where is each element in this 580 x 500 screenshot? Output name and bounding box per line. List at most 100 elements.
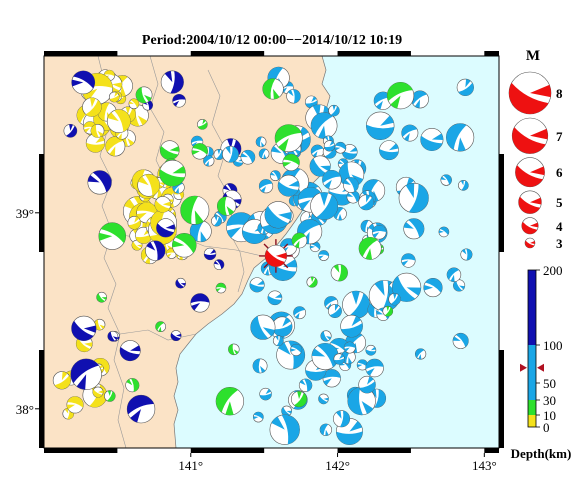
magnitude-legend-item: 7: [511, 117, 563, 154]
depth-tick-label: 200: [543, 263, 563, 278]
earthquake-event: [211, 215, 222, 227]
earthquake-event: [222, 145, 239, 163]
earthquake-event: [342, 290, 371, 319]
earthquake-event: [126, 394, 156, 424]
magnitude-legend-item: 4: [521, 217, 563, 235]
lat-tick-label: 39°: [16, 206, 34, 221]
earthquake-event: [108, 91, 120, 103]
earthquake-event: [291, 232, 308, 249]
earthquake-event: [458, 180, 469, 191]
earthquake-event: [309, 155, 331, 177]
earthquake-event: [154, 196, 172, 213]
earthquake-event: [180, 195, 210, 225]
earthquake-event: [92, 386, 104, 398]
earthquake-event: [104, 390, 116, 402]
earthquake-event: [98, 222, 127, 250]
map-title: Period:2004/10/12 00:00−−2014/10/12 10:1…: [142, 33, 402, 48]
earthquake-event: [267, 290, 283, 306]
earthquake-event: [365, 358, 384, 378]
earthquake-event: [203, 247, 217, 261]
earthquake-event: [366, 111, 395, 140]
earthquake-event: [318, 393, 329, 405]
axis-ticks: 141° 142° 143° 39° 38°: [16, 206, 497, 473]
earthquake-event: [318, 250, 330, 261]
magnitude-legend-label: 7: [556, 129, 563, 144]
depth-tick-label: 100: [543, 338, 563, 353]
earthquake-event: [340, 314, 363, 338]
earthquake-event: [105, 136, 126, 157]
earthquake-event: [269, 414, 300, 445]
earthquake-event: [125, 378, 140, 393]
earthquake-events: [52, 66, 475, 446]
earthquake-event: [252, 358, 268, 374]
earthquake-event: [52, 371, 71, 390]
earthquake-event: [322, 369, 341, 388]
earthquake-event: [460, 248, 473, 261]
earthquake-event: [66, 396, 84, 414]
earthquake-event: [423, 278, 443, 298]
magnitude-legend-item: 8: [508, 71, 563, 115]
earthquake-event: [358, 194, 375, 211]
earthquake-event: [216, 196, 237, 216]
earthquake-event: [281, 405, 292, 417]
earthquake-event: [255, 136, 267, 148]
magnitude-legend-label: 5: [556, 195, 563, 210]
earthquake-event: [293, 306, 306, 320]
earthquake-event: [420, 127, 444, 152]
earthquake-event: [106, 109, 131, 134]
earthquake-event: [320, 330, 332, 342]
earthquake-event: [446, 267, 462, 282]
earthquake-event: [306, 276, 318, 288]
earthquake-event: [456, 78, 474, 97]
depth-marker: [520, 363, 544, 372]
depth-tick-label: 30: [543, 393, 556, 408]
earthquake-event: [330, 264, 348, 282]
earthquake-event: [190, 293, 210, 313]
earthquake-event: [96, 291, 107, 303]
earthquake-event: [264, 201, 292, 229]
magnitude-legend-label: 4: [556, 219, 563, 234]
earthquake-event: [119, 340, 141, 362]
earthquake-event: [401, 124, 419, 142]
earthquake-event: [249, 277, 265, 293]
earthquake-event: [323, 140, 336, 152]
magnitude-legend-label: 6: [556, 165, 563, 180]
earthquake-event: [453, 279, 466, 292]
earthquake-event: [170, 330, 182, 342]
depth-colorbar: [527, 269, 537, 428]
earthquake-event: [172, 93, 186, 108]
magnitude-legend-title: M: [526, 48, 540, 64]
earthquake-event: [328, 104, 340, 117]
earthquake-event: [90, 124, 105, 138]
magnitude-legend-items: 8 7 6 5 4 3: [508, 71, 563, 251]
mainshock-marker: [259, 239, 293, 273]
earthquake-event: [175, 277, 186, 289]
earthquake-event: [358, 236, 382, 260]
earthquake-event: [282, 153, 300, 172]
earthquake-event: [228, 343, 240, 356]
earthquake-event: [286, 89, 301, 104]
map-frame: [39, 51, 504, 453]
earthquake-event: [343, 177, 359, 193]
earthquake-event: [71, 70, 96, 95]
earthquake-event: [127, 216, 141, 230]
earthquake-event: [452, 332, 469, 349]
earthquake-event: [322, 169, 342, 190]
mainshock-beachball: [259, 239, 293, 273]
earthquake-event: [398, 182, 429, 213]
earthquake-event: [213, 149, 225, 160]
lon-tick-label: 143°: [472, 458, 497, 473]
earthquake-event: [310, 192, 339, 220]
earthquake-event: [310, 112, 338, 139]
earthquake-event: [87, 170, 112, 195]
earthquake-event: [356, 359, 368, 371]
earthquake-event: [137, 173, 161, 197]
earthquake-event: [259, 387, 272, 401]
earthquake-event: [82, 97, 102, 117]
earthquake-event: [311, 342, 339, 371]
earthquake-event: [277, 174, 300, 197]
